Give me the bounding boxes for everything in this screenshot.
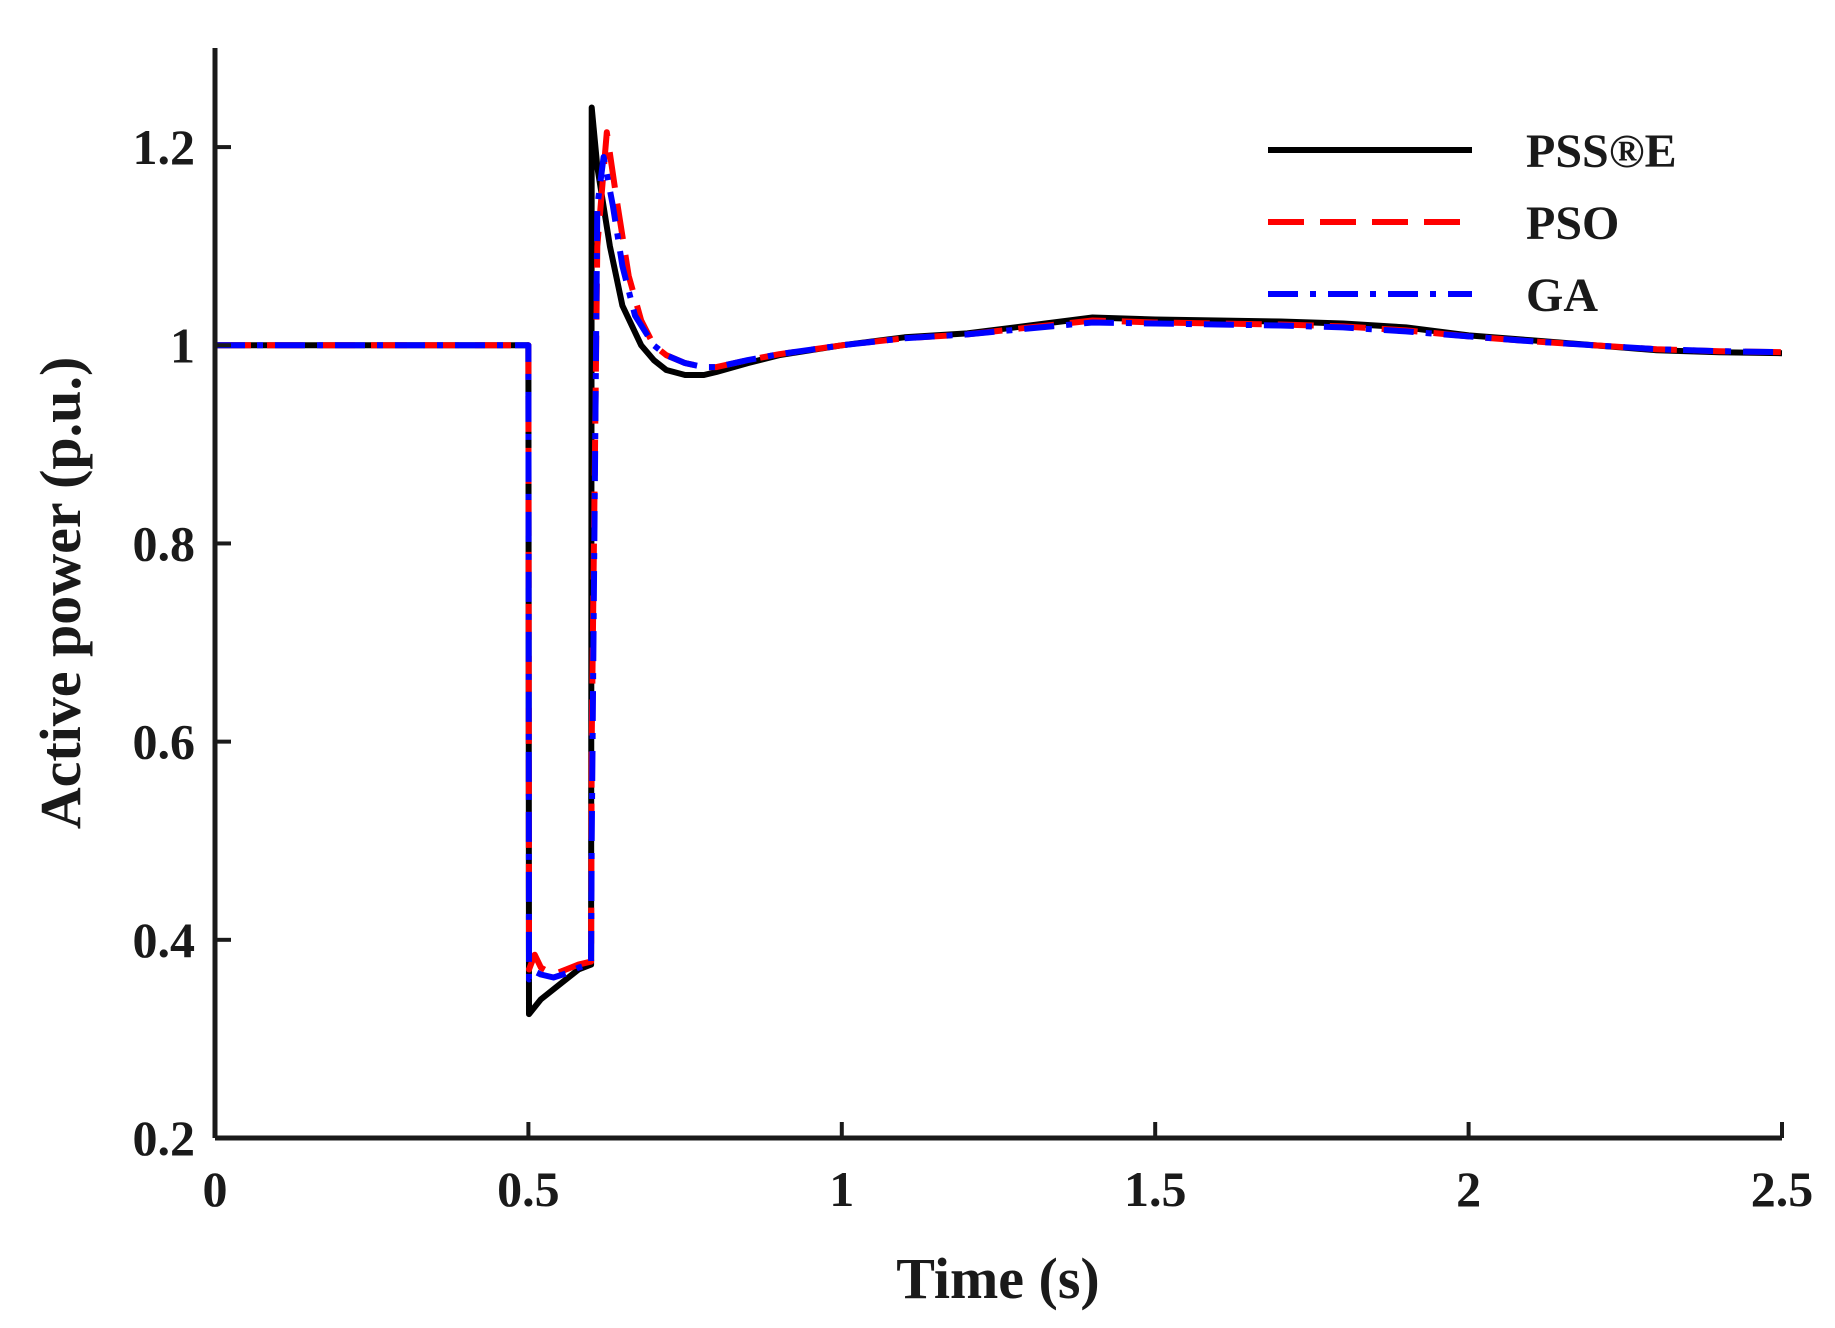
x-tick-label: 0.5	[497, 1161, 560, 1217]
y-tick-label: 0.6	[133, 714, 196, 770]
x-axis-title: Time (s)	[896, 1246, 1100, 1311]
series-line-pso	[215, 129, 1783, 978]
legend: PSS®E PSO GA	[1268, 125, 1677, 322]
legend-label: GA	[1526, 269, 1598, 322]
series-layer	[215, 104, 1783, 1018]
series-line-ga	[215, 154, 1783, 983]
y-tick-label: 1.2	[133, 119, 196, 175]
axes	[212, 48, 1782, 1141]
x-tick-label: 0	[203, 1161, 228, 1217]
x-tick-label: 1.5	[1124, 1161, 1187, 1217]
x-tick-label: 1	[829, 1161, 854, 1217]
legend-label: PSS®E	[1526, 125, 1677, 178]
y-tick-label: 0.4	[133, 912, 196, 968]
x-tick-label: 2	[1456, 1161, 1481, 1217]
x-tick-label: 2.5	[1751, 1161, 1814, 1217]
y-axis-title: Active power (p.u.)	[28, 357, 93, 830]
legend-label: PSO	[1526, 197, 1619, 250]
ticks: 0 0.5 1 1.5 2 2.5 0.2 0.4 0.6 0.8 1 1.2	[133, 119, 1814, 1217]
y-tick-label: 0.8	[133, 515, 196, 571]
y-tick-label: 1	[170, 317, 195, 373]
y-tick-label: 0.2	[133, 1110, 196, 1166]
